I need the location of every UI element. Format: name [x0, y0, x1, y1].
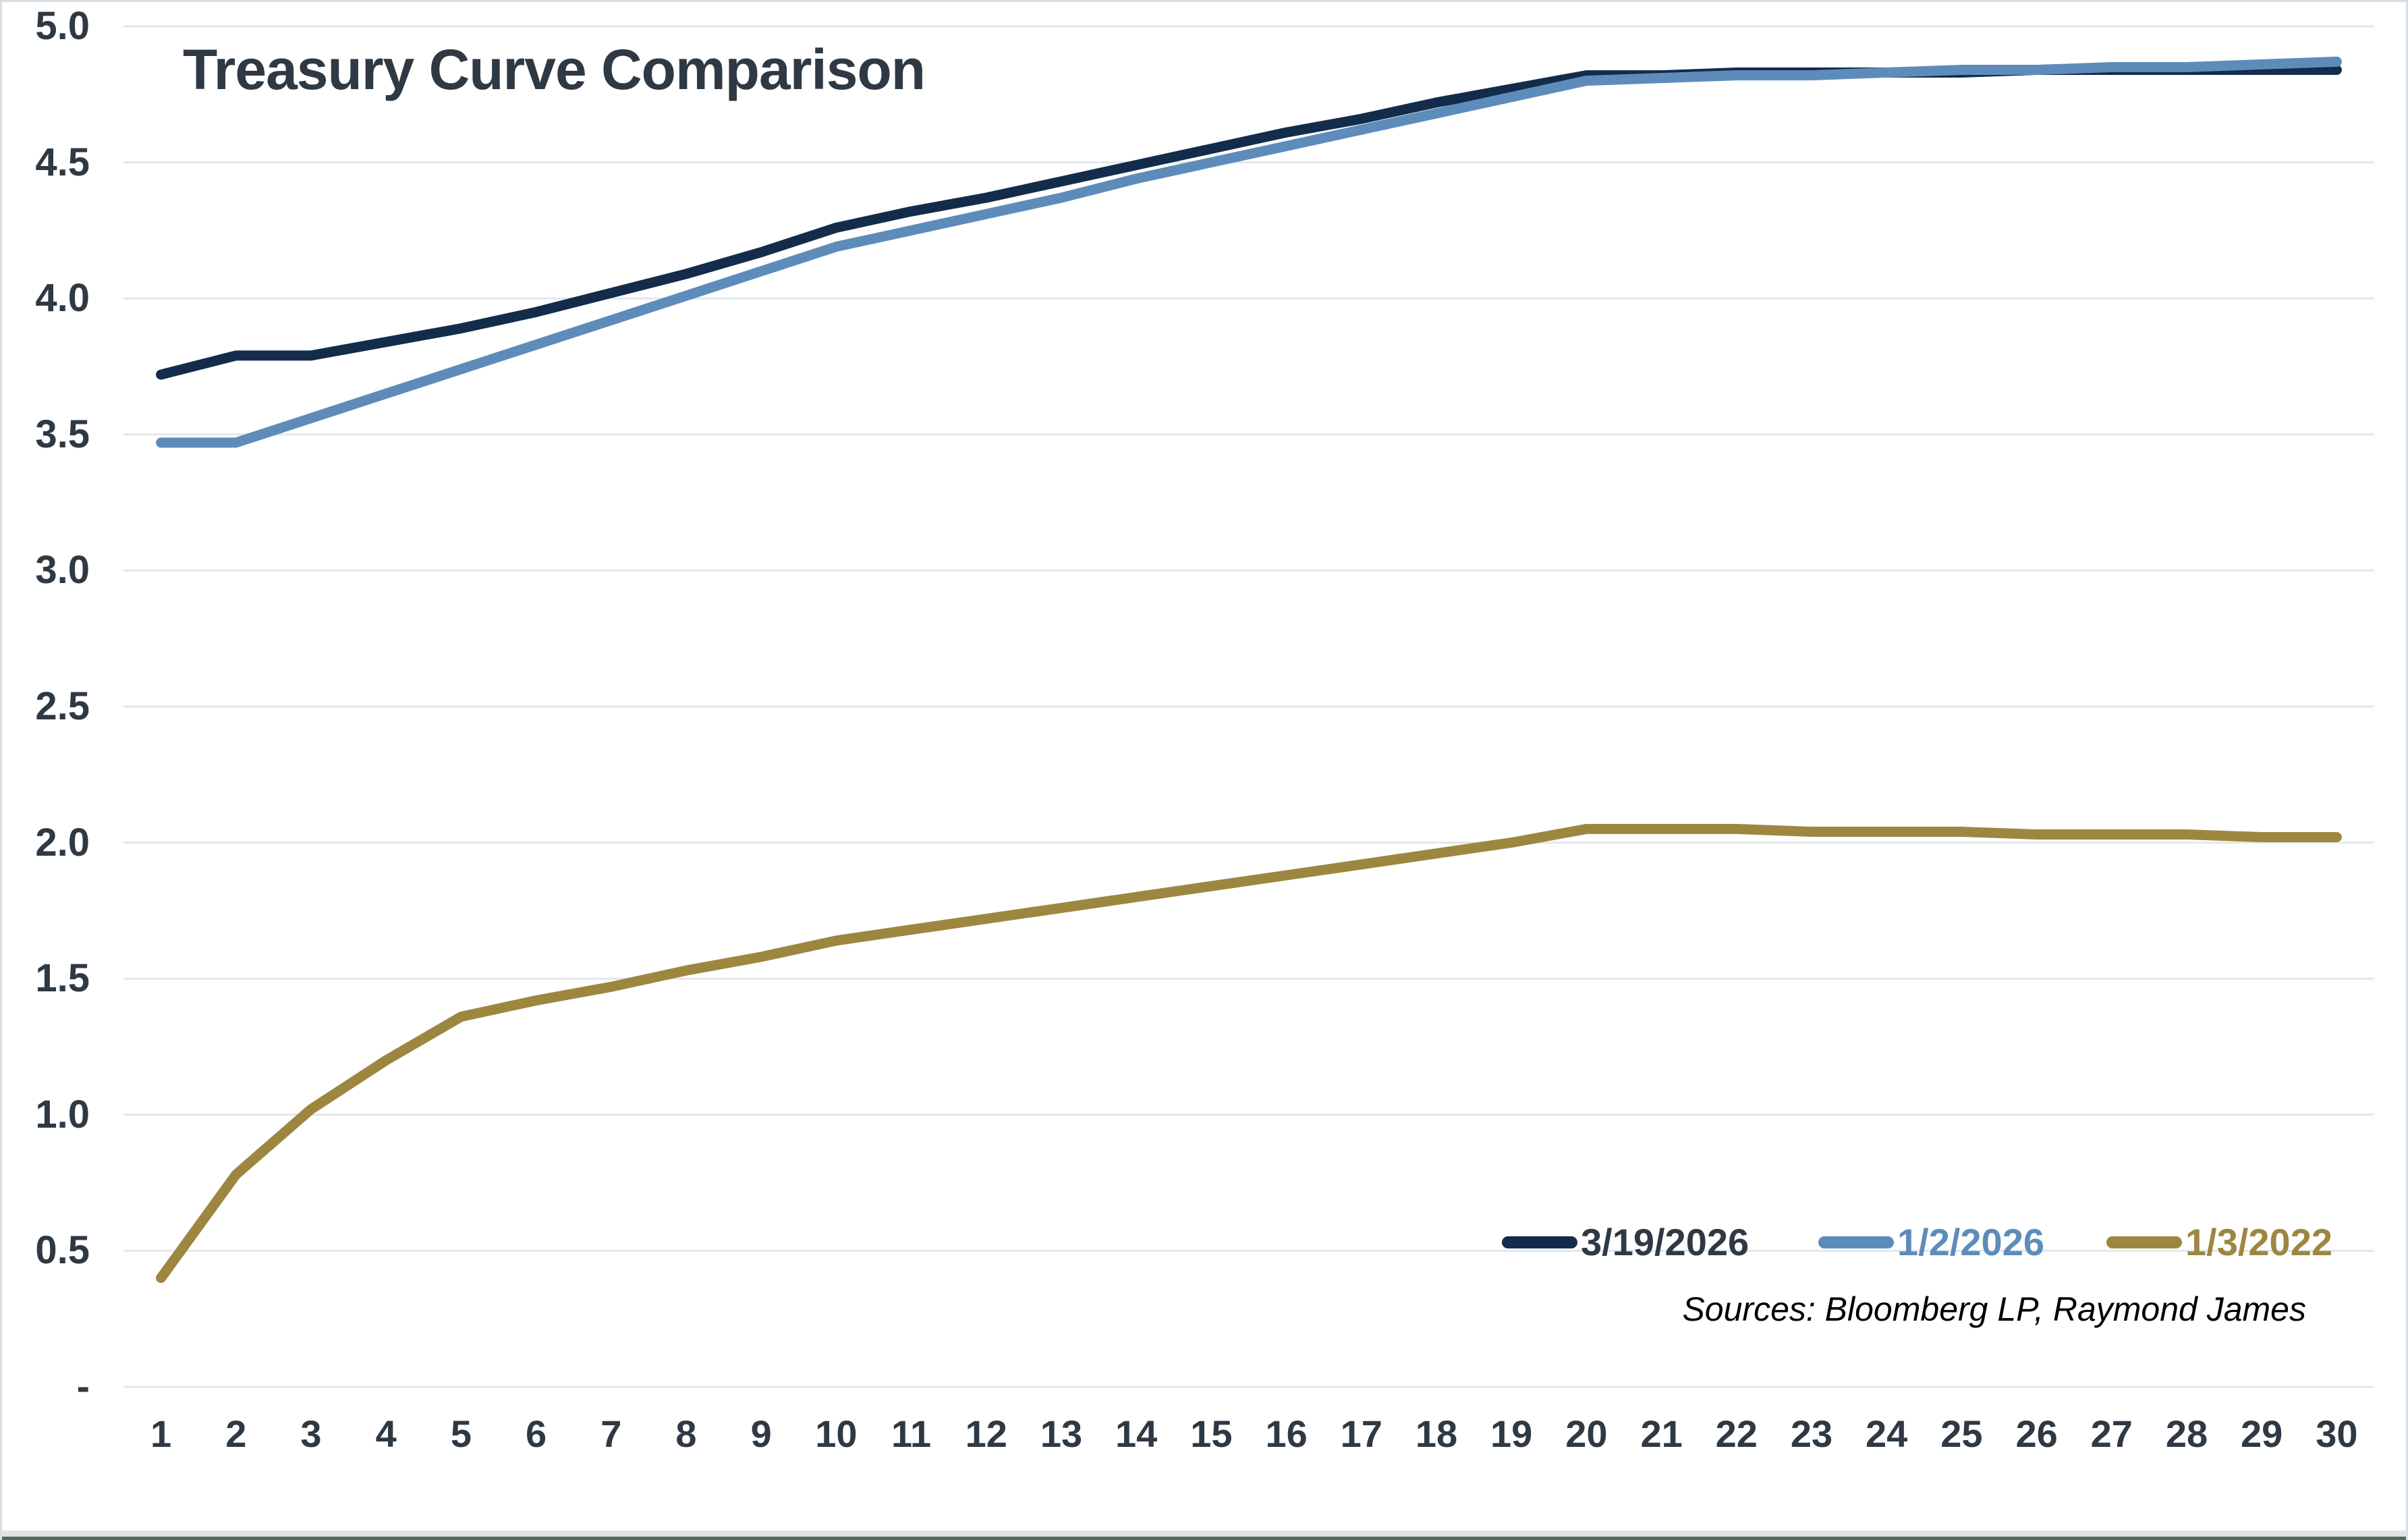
series-line-1-3-2022	[156, 823, 2342, 1284]
legend-swatch	[1502, 1236, 1577, 1248]
chart-title: Treasury Curve Comparison	[183, 38, 926, 101]
series-line-3-19-2026	[156, 65, 2342, 380]
legend-label: 3/19/2026	[1581, 1221, 1749, 1263]
x-axis-tick-label: 22	[1715, 1412, 1758, 1455]
x-axis-tick-label: 19	[1490, 1412, 1533, 1455]
legend-swatch	[1818, 1236, 1894, 1248]
x-axis-tick-label: 28	[2165, 1412, 2208, 1455]
x-axis-tick-label: 25	[1940, 1412, 1983, 1455]
x-axis-tick-label: 6	[526, 1412, 547, 1455]
x-axis-tick-label: 12	[965, 1412, 1007, 1455]
legend-item: 1/3/2022	[2106, 1219, 2332, 1266]
x-axis-tick-label: 15	[1190, 1412, 1233, 1455]
sources-note: Sources: Bloomberg LP, Raymond James	[1682, 1290, 2306, 1328]
x-axis-tick-label: 4	[375, 1412, 397, 1455]
x-axis-tick-label: 26	[2015, 1412, 2058, 1455]
legend-label: 1/2/2026	[1897, 1221, 2044, 1263]
y-axis-tick-label: 3.0	[35, 548, 90, 593]
y-axis-tick-label: 4.5	[35, 140, 90, 184]
y-axis-tick-label: 1.5	[35, 956, 90, 1001]
series-lines	[156, 56, 2342, 1284]
x-axis-tick-label: 16	[1265, 1412, 1308, 1455]
x-axis-tick-label: 17	[1340, 1412, 1382, 1455]
x-axis-tick-label: 14	[1115, 1412, 1158, 1455]
bottom-border-dark	[2, 1537, 2406, 1540]
y-axis-tick-label: -	[76, 1365, 90, 1408]
x-axis-tick-label: 11	[891, 1412, 932, 1455]
x-axis-tick-label: 7	[600, 1412, 622, 1455]
gridlines	[123, 25, 2374, 1388]
legend-swatch	[2106, 1236, 2182, 1248]
x-axis-tick-label: 8	[675, 1412, 697, 1455]
x-axis-tick-label: 27	[2090, 1412, 2133, 1455]
x-axis-tick-label: 13	[1040, 1412, 1083, 1455]
x-axis-tick-label: 21	[1640, 1412, 1683, 1455]
legend-item: 3/19/2026	[1502, 1219, 1749, 1266]
x-axis-tick-label: 24	[1866, 1412, 1908, 1455]
legend-label: 1/3/2022	[2185, 1221, 2332, 1263]
x-axis-tick-label: 1	[150, 1412, 172, 1455]
x-axis-tick-label: 23	[1790, 1412, 1833, 1455]
x-axis-tick-label: 30	[2316, 1412, 2358, 1455]
y-axis-tick-label: 4.0	[35, 276, 90, 321]
x-axis-tick-label: 18	[1415, 1412, 1458, 1455]
y-axis-tick-label: 3.5	[35, 412, 90, 456]
x-axis-tick-label: 10	[815, 1412, 858, 1455]
y-axis-tick-label: 2.5	[35, 684, 90, 728]
y-axis-tick-label: 5.0	[35, 4, 90, 48]
x-axis-tick-label: 20	[1565, 1412, 1608, 1455]
x-axis-tick-label: 29	[2241, 1412, 2283, 1455]
x-axis-tick-label: 5	[450, 1412, 472, 1455]
x-axis-tick-label: 2	[225, 1412, 247, 1455]
y-axis-tick-label: 1.0	[35, 1092, 90, 1136]
bottom-border-light	[2, 1531, 2406, 1537]
series-line-1-2-2026	[156, 56, 2342, 448]
y-axis-tick-label: 2.0	[35, 820, 90, 864]
y-axis-tick-label: 0.5	[35, 1228, 90, 1273]
x-axis-tick-label: 9	[750, 1412, 772, 1455]
x-axis-tick-label: 3	[300, 1412, 322, 1455]
legend-item: 1/2/2026	[1818, 1219, 2044, 1266]
